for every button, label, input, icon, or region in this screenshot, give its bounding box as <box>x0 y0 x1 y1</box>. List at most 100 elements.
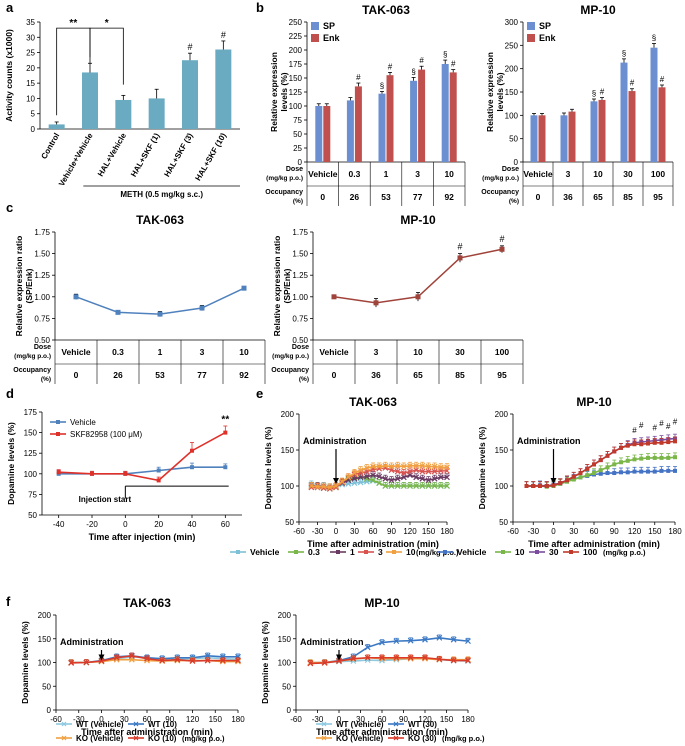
x-tick-label: 60 <box>221 520 230 529</box>
y-axis-label: Dopamine levels (%) <box>260 621 270 704</box>
x-tick-label: HAL+SKF (3) <box>162 131 195 178</box>
series-line <box>526 440 676 487</box>
y-tick-label: 1.75 <box>292 228 308 237</box>
data-point <box>388 463 395 470</box>
legend-label: 10 <box>406 547 416 557</box>
y-tick-label: 1.50 <box>292 250 308 259</box>
significance-mark: # <box>187 42 192 52</box>
y-axis-label: levels (%) <box>495 72 505 111</box>
data-point <box>673 455 677 460</box>
data-point <box>223 430 228 435</box>
data-point <box>437 474 444 481</box>
data-point <box>199 305 205 311</box>
y-tick-label: 200 <box>495 410 509 419</box>
data-point <box>652 455 657 460</box>
bar <box>628 91 636 162</box>
data-point <box>400 463 407 470</box>
y-tick-label: 75 <box>28 490 37 499</box>
data-point <box>98 658 105 664</box>
x-tick-label: 180 <box>668 527 682 536</box>
data-point <box>393 638 400 645</box>
y-tick-label: 0 <box>298 158 303 167</box>
significance-mark: § <box>411 67 415 76</box>
data-point <box>612 471 617 476</box>
y-tick-label: 75 <box>293 116 302 125</box>
data-point <box>652 440 657 445</box>
data-point <box>578 471 583 476</box>
bar <box>378 93 386 162</box>
data-point <box>321 660 328 666</box>
data-point <box>425 468 432 475</box>
legend-label: KO (Vehicle) <box>76 734 123 743</box>
data-point <box>592 471 596 476</box>
legend-label: Enk <box>323 33 341 43</box>
y-tick-label: 0.50 <box>34 336 50 345</box>
table-cell-dose: Vehicle <box>319 347 349 357</box>
bar <box>410 80 418 162</box>
legend-units: (mg/kg p.o.) <box>603 548 646 557</box>
legend-marker <box>364 550 368 554</box>
bar <box>538 115 546 162</box>
y-tick-label: 25 <box>26 49 35 58</box>
y-tick-label: 1.50 <box>34 250 50 259</box>
x-axis-label: Time after administration (min) <box>528 539 660 549</box>
group-label: METH (0.5 mg/kg s.c.) <box>120 190 203 199</box>
data-point <box>156 468 161 473</box>
legend-marker <box>392 550 396 554</box>
y-tick-label: 0 <box>31 125 36 134</box>
legend-units: (mg/kg p.o.) <box>182 734 225 743</box>
x-tick-label: 150 <box>648 527 662 536</box>
y-tick-label: 50 <box>509 135 518 144</box>
y-axis-label: Activity counts (x1000) <box>4 29 14 122</box>
bar <box>449 72 457 162</box>
panel-letter: a <box>6 0 14 15</box>
data-point <box>571 474 576 479</box>
data-point <box>73 294 79 300</box>
chart-title: TAK-063 <box>136 213 184 227</box>
data-point <box>115 309 121 315</box>
data-point <box>605 465 610 470</box>
y-tick-label: 35 <box>26 18 35 27</box>
data-point <box>457 255 463 261</box>
legend-marker <box>535 550 539 554</box>
data-point <box>370 477 376 484</box>
y-tick-label: 0.75 <box>292 314 308 323</box>
data-point <box>219 657 226 664</box>
table-row-unit: (%) <box>509 198 519 205</box>
y-tick-label: 1.00 <box>292 293 308 302</box>
data-point <box>204 657 211 664</box>
x-tick-label: 30 <box>356 715 365 724</box>
bar <box>418 69 426 162</box>
legend-marker <box>56 420 60 424</box>
table-row-label: Dose <box>286 166 303 173</box>
data-point <box>639 456 644 461</box>
x-tick-label: 0 <box>99 715 104 724</box>
chart-title: TAK-063 <box>362 3 410 17</box>
data-point <box>571 477 576 482</box>
data-point <box>407 468 413 475</box>
x-tick-label: 40 <box>188 520 197 529</box>
y-tick-label: 30 <box>26 33 35 42</box>
data-point <box>113 654 120 661</box>
data-point <box>144 655 150 662</box>
table-cell-occupancy: 0 <box>74 370 79 380</box>
y-tick-label: 150 <box>38 635 52 644</box>
chart-title: MP-10 <box>580 3 616 17</box>
data-point <box>189 658 196 664</box>
data-point <box>364 654 371 661</box>
data-point <box>652 469 657 474</box>
data-point <box>419 483 426 489</box>
data-point <box>565 478 569 483</box>
y-axis-label: Relative expression <box>269 52 279 132</box>
data-point <box>394 475 401 482</box>
data-point <box>619 445 623 450</box>
table-row-label: Dose <box>292 344 309 351</box>
y-axis-label: Dopamine levels (%) <box>20 621 30 704</box>
data-point <box>632 457 637 462</box>
legend-label: 3 <box>378 547 383 557</box>
annotation-label: Administration <box>517 436 581 446</box>
y-tick-label: 150 <box>495 446 509 455</box>
x-tick-label: 150 <box>422 527 436 536</box>
y-tick-label: 50 <box>499 518 508 527</box>
data-point <box>326 484 333 491</box>
